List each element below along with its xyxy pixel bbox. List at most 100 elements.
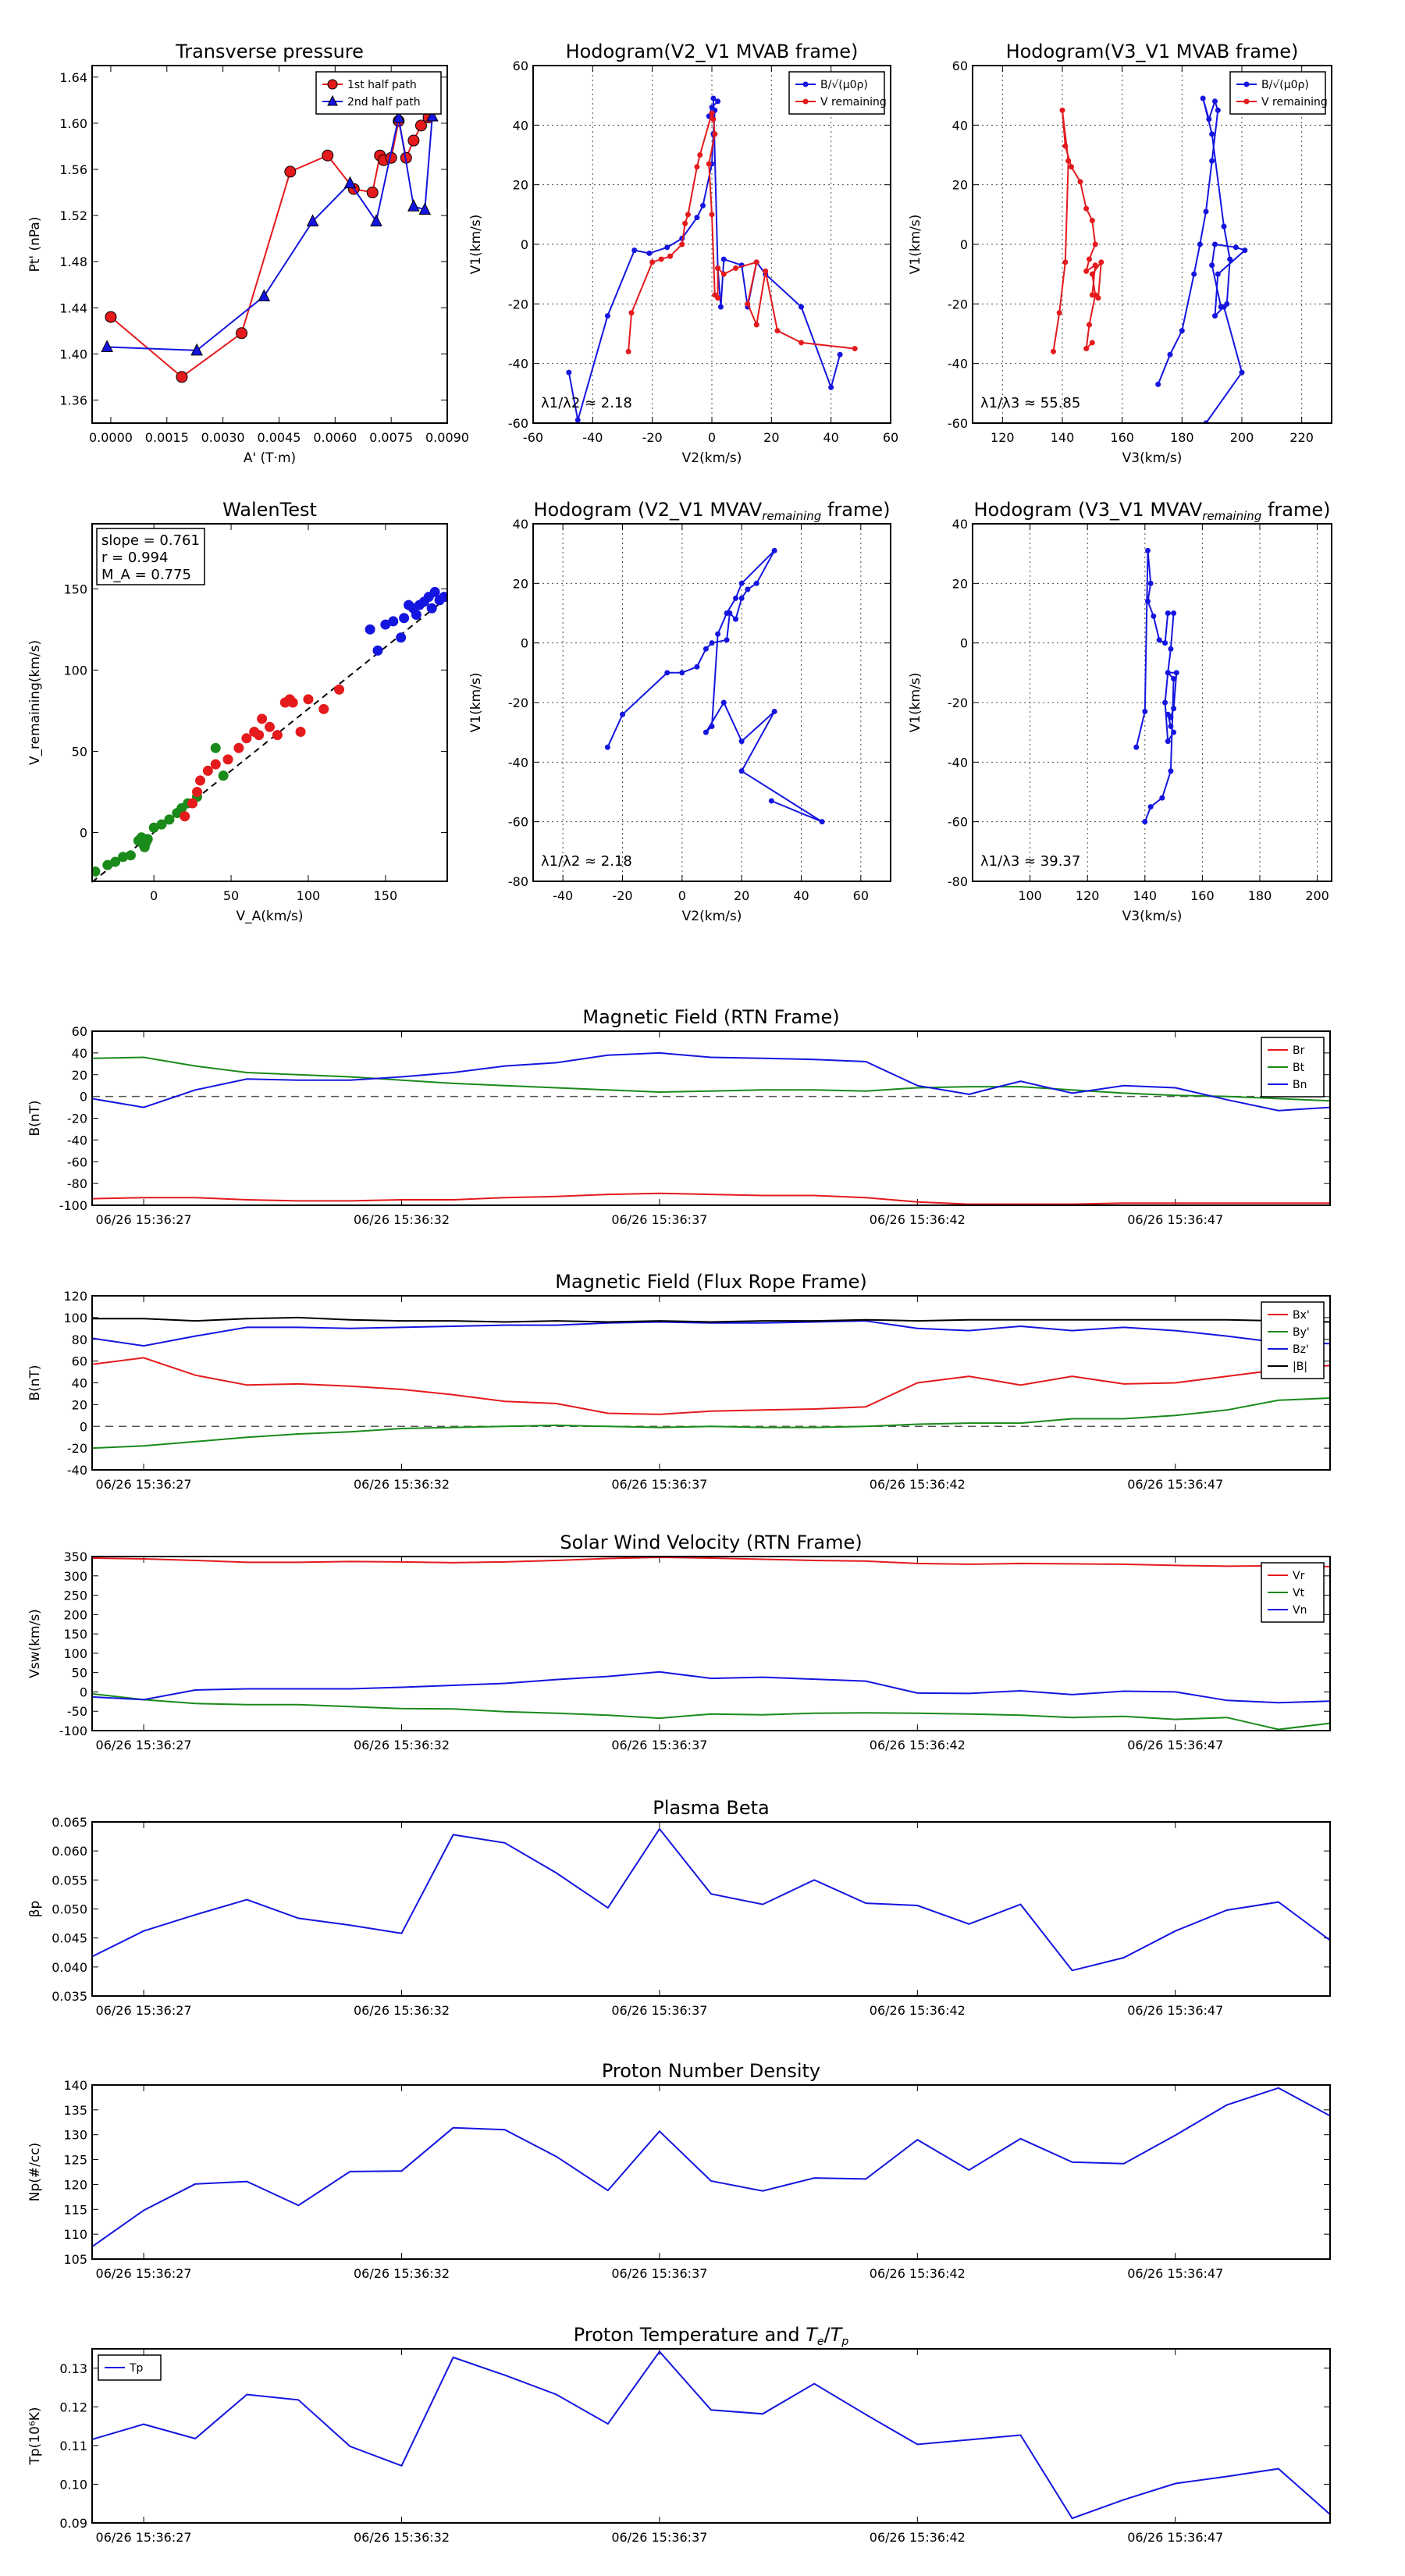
data-point bbox=[318, 703, 329, 714]
series-line-v-remaining bbox=[1052, 110, 1103, 352]
series-line-vr bbox=[92, 1557, 1330, 1567]
y-tick-label: 135 bbox=[63, 2103, 87, 2118]
chart-walen-test: WalenTest 0 50 100 150 0 50 100 150 V_A(km/s) V_re… bbox=[27, 499, 448, 924]
data-point bbox=[1215, 271, 1221, 277]
x-tick-label: 06/26 15:36:47 bbox=[1127, 1738, 1223, 1752]
y-tick-label: 20 bbox=[952, 178, 968, 193]
series-line-bz- bbox=[92, 1320, 1330, 1347]
x-tick-label: 0.0000 bbox=[89, 430, 133, 445]
data-point bbox=[407, 199, 420, 212]
chart-magnetic-field-flux-rope: Magnetic Field (Flux Rope Frame) -40 -20 0 2… bbox=[27, 1271, 1331, 1492]
series-line--b- bbox=[92, 1316, 1330, 1323]
data-point bbox=[1098, 259, 1104, 265]
y-tick-label: -20 bbox=[508, 696, 528, 710]
data-point bbox=[125, 850, 136, 861]
y-tick-label: 80 bbox=[72, 1332, 87, 1347]
data-point bbox=[233, 742, 244, 753]
legend: Vr Vt Vn bbox=[1261, 1562, 1325, 1623]
data-point bbox=[852, 346, 858, 352]
legend-marker bbox=[1243, 98, 1250, 105]
x-tick-label: 0.0030 bbox=[201, 430, 245, 445]
legend-box bbox=[1229, 71, 1326, 115]
y-tick-label: 0 bbox=[80, 1685, 87, 1699]
data-point bbox=[222, 754, 233, 765]
data-point bbox=[1051, 348, 1056, 354]
data-point bbox=[702, 729, 709, 735]
data-point bbox=[287, 697, 298, 708]
x-tick-label: 140 bbox=[1133, 888, 1158, 903]
x-tick-label: 06/26 15:36:42 bbox=[870, 1477, 966, 1492]
chart-title: Solar Wind Velocity (RTN Frame) bbox=[560, 1532, 862, 1553]
data-point bbox=[604, 744, 610, 750]
y-tick-label: 130 bbox=[63, 2128, 87, 2143]
legend-marker bbox=[802, 81, 809, 87]
x-tick-label: -20 bbox=[612, 888, 632, 903]
data-point bbox=[180, 811, 190, 822]
y-tick-label: -20 bbox=[948, 297, 968, 311]
data-point bbox=[1159, 795, 1165, 801]
y-tick-label: 60 bbox=[72, 1024, 87, 1039]
y-axis-label: βp bbox=[27, 1901, 43, 1918]
data-point bbox=[1200, 95, 1206, 101]
y-tick-label: 40 bbox=[72, 1376, 87, 1391]
axes-frame bbox=[91, 1556, 1331, 1731]
eigenvalue-ratio-annotation: λ1/λ2 ≈ 2.18 bbox=[541, 853, 632, 870]
data-point bbox=[1168, 768, 1174, 774]
data-point bbox=[218, 770, 229, 781]
data-point bbox=[1191, 271, 1197, 277]
data-point bbox=[1077, 179, 1083, 185]
series-group bbox=[92, 1827, 1330, 1972]
legend-box bbox=[788, 71, 885, 115]
x-tick-label: 200 bbox=[1230, 430, 1254, 445]
legend-label: B/√(μ0ρ) bbox=[1261, 79, 1309, 91]
data-point bbox=[241, 733, 252, 744]
data-point bbox=[720, 699, 727, 706]
y-tick-label: 300 bbox=[63, 1569, 87, 1584]
data-point bbox=[679, 241, 685, 247]
x-tick-label: 0 bbox=[678, 888, 686, 903]
data-point bbox=[101, 340, 113, 352]
y-tick-label: 120 bbox=[63, 2177, 87, 2192]
y-tick-label: 0.10 bbox=[59, 2477, 87, 2492]
data-point bbox=[1171, 610, 1177, 616]
data-point bbox=[1156, 637, 1162, 643]
x-tick-label: 06/26 15:36:42 bbox=[870, 1738, 966, 1752]
chart-title: Proton Temperature and Te/Tp bbox=[574, 2324, 849, 2348]
data-point bbox=[1171, 729, 1177, 735]
x-tick-label: 06/26 15:36:37 bbox=[611, 1212, 707, 1227]
x-tick-label: 06/26 15:36:27 bbox=[96, 1738, 192, 1752]
data-point bbox=[1142, 708, 1148, 714]
x-tick-label: 06/26 15:36:32 bbox=[354, 1212, 450, 1227]
x-tick-label: 0 bbox=[150, 888, 158, 903]
y-tick-label: -60 bbox=[67, 1155, 87, 1169]
y-tick-label: 0.055 bbox=[52, 1873, 87, 1888]
data-point bbox=[1212, 313, 1218, 319]
data-point bbox=[105, 311, 117, 323]
data-point bbox=[709, 110, 715, 116]
y-tick-label: 0.035 bbox=[52, 1989, 87, 2004]
legend: B/√(μ0ρ) V remaining bbox=[788, 71, 887, 115]
x-tick-label: -60 bbox=[523, 430, 543, 445]
data-point bbox=[1062, 143, 1069, 149]
data-point bbox=[1165, 610, 1171, 616]
data-point bbox=[366, 187, 379, 199]
y-tick-label: 40 bbox=[952, 118, 968, 133]
x-tick-label: 100 bbox=[1018, 888, 1042, 903]
legend-label: Vt bbox=[1293, 1587, 1305, 1599]
chart-proton-temperature: Proton Temperature and Te/Tp 0.09 0.10 0.11… bbox=[27, 2324, 1331, 2545]
y-tick-label: 1.64 bbox=[59, 70, 87, 85]
y-tick-label: 60 bbox=[513, 59, 528, 73]
legend-label: Vn bbox=[1293, 1604, 1307, 1617]
data-point bbox=[370, 214, 382, 226]
eigenvalue-ratio-annotation: λ1/λ2 ≈ 2.18 bbox=[541, 395, 632, 411]
y-tick-label: 40 bbox=[952, 517, 968, 532]
x-tick-label: 0.0045 bbox=[257, 430, 301, 445]
data-point bbox=[295, 726, 306, 737]
axes-frame bbox=[972, 65, 1332, 424]
x-tick-label: 06/26 15:36:37 bbox=[611, 2266, 707, 2281]
legend: B/√(μ0ρ) V remaining bbox=[1229, 71, 1328, 115]
x-tick-label: 06/26 15:36:42 bbox=[870, 2530, 966, 2545]
y-tick-label: -50 bbox=[67, 1704, 87, 1719]
axes-frame bbox=[91, 2084, 1331, 2260]
data-point bbox=[426, 109, 439, 122]
